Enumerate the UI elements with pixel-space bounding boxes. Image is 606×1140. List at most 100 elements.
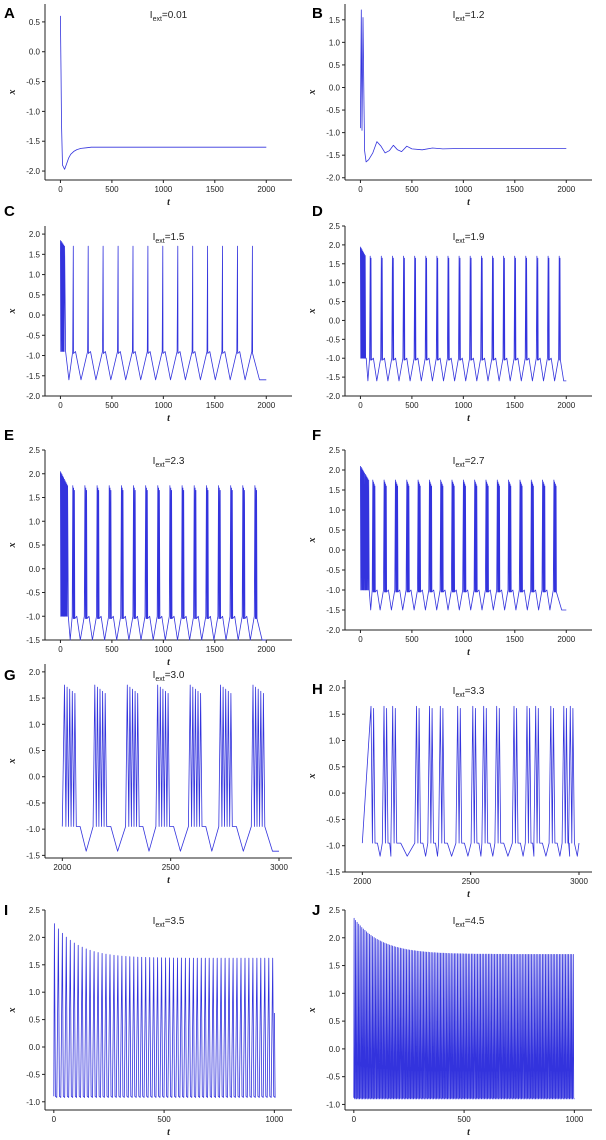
y-tick-label: 1.0 bbox=[329, 279, 341, 288]
panel-letter: D bbox=[312, 203, 323, 220]
y-axis-label: x bbox=[307, 309, 318, 315]
y-tick-label: 0.0 bbox=[329, 546, 341, 555]
title-value: =3.5 bbox=[165, 916, 185, 927]
title-subscript: ext bbox=[155, 238, 164, 245]
y-tick-label: -0.5 bbox=[326, 815, 340, 824]
x-tick-label: 1500 bbox=[206, 401, 224, 410]
panel-letter: C bbox=[4, 203, 15, 220]
y-tick-label: -1.0 bbox=[326, 354, 340, 363]
series-line bbox=[53, 923, 276, 1098]
title-base: I bbox=[453, 686, 456, 697]
panel-title: Iext=3.5 bbox=[153, 916, 185, 929]
title-subscript: ext bbox=[155, 676, 164, 683]
y-tick-label: -1.5 bbox=[326, 151, 340, 160]
y-tick-label: 0.5 bbox=[29, 1016, 41, 1025]
y-tick-label: 1.5 bbox=[329, 16, 341, 25]
panel-I: I 0 500 1000 -1.0 -0.5 0.0 0.5 1.0 1.5 2.0 2.5 t x Iex… bbox=[4, 902, 292, 1138]
y-tick-label: 1.0 bbox=[29, 988, 41, 997]
title-value: =1.2 bbox=[465, 10, 485, 21]
title-base: I bbox=[453, 10, 456, 21]
y-tick-label: 2.5 bbox=[329, 906, 341, 915]
x-tick-label: 2000 bbox=[557, 185, 575, 194]
x-axis-label: t bbox=[167, 197, 171, 208]
x-axis-label: t bbox=[467, 889, 471, 900]
x-axis-label: t bbox=[467, 1127, 471, 1138]
y-tick-label: -2.0 bbox=[26, 392, 40, 401]
y-tick-label: -1.5 bbox=[326, 373, 340, 382]
panel-title: Iext=1.5 bbox=[153, 232, 185, 245]
x-tick-label: 1500 bbox=[206, 185, 224, 194]
x-tick-label: 500 bbox=[405, 635, 419, 644]
y-tick-label: 1.5 bbox=[329, 962, 341, 971]
y-tick-label: -0.5 bbox=[326, 106, 340, 115]
x-axis-label: t bbox=[167, 657, 171, 668]
title-base: I bbox=[153, 232, 156, 243]
panel-letter: J bbox=[312, 902, 320, 919]
x-tick-label: 2000 bbox=[257, 185, 275, 194]
y-tick-label: -0.5 bbox=[26, 799, 40, 808]
y-tick-label: 1.5 bbox=[329, 260, 341, 269]
x-tick-label: 0 bbox=[352, 1115, 357, 1124]
y-tick-label: 0.5 bbox=[329, 1017, 341, 1026]
y-tick-label: 0.5 bbox=[29, 747, 41, 756]
title-value: =2.7 bbox=[465, 456, 485, 467]
y-tick-label: 2.0 bbox=[29, 668, 41, 677]
y-tick-label: 2.5 bbox=[329, 446, 341, 455]
y-tick-label: 2.0 bbox=[29, 470, 41, 479]
y-tick-label: -2.0 bbox=[326, 174, 340, 183]
title-subscript: ext bbox=[455, 692, 464, 699]
y-tick-label: 2.5 bbox=[329, 222, 341, 231]
y-tick-label: -1.5 bbox=[26, 372, 40, 381]
title-value: =1.5 bbox=[165, 232, 185, 243]
y-tick-label: 2.5 bbox=[29, 446, 41, 455]
title-value: =3.3 bbox=[465, 686, 485, 697]
title-base: I bbox=[153, 916, 156, 927]
x-tick-label: 500 bbox=[105, 401, 119, 410]
panel-letter: B bbox=[312, 5, 323, 22]
x-tick-label: 2000 bbox=[557, 635, 575, 644]
y-tick-label: -0.5 bbox=[26, 331, 40, 340]
y-tick-label: 0.0 bbox=[329, 789, 341, 798]
title-value: =1.9 bbox=[465, 232, 485, 243]
title-subscript: ext bbox=[455, 238, 464, 245]
y-tick-label: 0.0 bbox=[29, 48, 41, 57]
y-tick-label: 1.0 bbox=[329, 506, 341, 515]
y-tick-label: 1.0 bbox=[29, 720, 41, 729]
y-tick-label: -1.0 bbox=[326, 129, 340, 138]
panel-letter: I bbox=[4, 902, 8, 919]
panel-H: H 2000 2500 3000 -1.5 -1.0 -0.5 0.0 0.5 1.0 1.5 2.0… bbox=[307, 680, 592, 900]
y-tick-label: 2.0 bbox=[329, 466, 341, 475]
panel-title: Iext=1.2 bbox=[453, 10, 485, 23]
y-tick-label: 2.0 bbox=[29, 933, 41, 942]
y-tick-label: 2.0 bbox=[329, 241, 341, 250]
y-axis-label: x bbox=[7, 90, 18, 96]
x-tick-label: 500 bbox=[457, 1115, 471, 1124]
title-value: =4.5 bbox=[465, 916, 485, 927]
x-tick-label: 2500 bbox=[162, 863, 180, 872]
y-tick-label: 2.0 bbox=[329, 934, 341, 943]
y-tick-label: 1.5 bbox=[29, 961, 41, 970]
y-tick-label: 0.0 bbox=[29, 773, 41, 782]
x-tick-label: 0 bbox=[58, 645, 63, 654]
x-tick-label: 1500 bbox=[506, 185, 524, 194]
x-tick-label: 1000 bbox=[154, 645, 172, 654]
y-tick-label: -1.0 bbox=[26, 107, 40, 116]
y-tick-label: -1.0 bbox=[26, 1098, 40, 1107]
x-axis-label: t bbox=[167, 413, 171, 424]
x-tick-label: 500 bbox=[157, 1115, 171, 1124]
panel-A: A 0 500 1000 1500 2000 -2.0 -1.5 -1.0 -0.5 0.0 0.5 t… bbox=[4, 4, 292, 208]
title-subscript: ext bbox=[455, 922, 464, 929]
y-tick-label: -2.0 bbox=[326, 392, 340, 401]
y-tick-label: 1.5 bbox=[29, 494, 41, 503]
panel-J: J 0 500 1000 -1.0 -0.5 0.0 0.5 1.0 1.5 2.0 2.5 t x Iex… bbox=[307, 902, 592, 1138]
series-line bbox=[360, 9, 567, 163]
x-tick-label: 2000 bbox=[257, 401, 275, 410]
y-axis-label: x bbox=[7, 543, 18, 549]
y-tick-label: -1.5 bbox=[26, 851, 40, 860]
panel-F: F 0 500 1000 1500 2000 -2.0 -1.5 -1.0 -0.5 0.0 0.5 1… bbox=[307, 427, 592, 658]
y-tick-label: 1.0 bbox=[29, 271, 41, 280]
x-tick-label: 1000 bbox=[454, 635, 472, 644]
panel-letter: G bbox=[4, 667, 16, 684]
title-base: I bbox=[453, 456, 456, 467]
x-tick-label: 1000 bbox=[454, 185, 472, 194]
